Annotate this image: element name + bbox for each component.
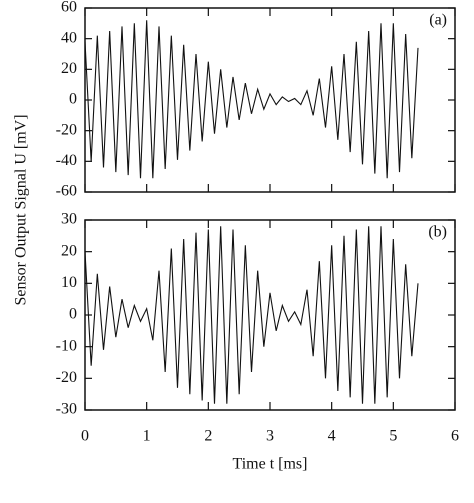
y-tick-label: 60 <box>61 0 77 16</box>
x-tick-label: 6 <box>451 428 459 445</box>
x-axis-label: Time t [ms] <box>233 456 308 473</box>
y-tick-label: 30 <box>61 211 77 228</box>
x-tick-label: 5 <box>389 428 397 445</box>
y-tick-label: -10 <box>56 337 77 354</box>
y-tick-label: -40 <box>56 152 77 169</box>
y-tick-label: -30 <box>56 401 77 418</box>
y-tick-label: 40 <box>61 29 77 46</box>
y-axis-label: Sensor Output Signal U [mV] <box>13 114 30 305</box>
y-tick-label: 10 <box>61 274 77 291</box>
x-tick-label: 2 <box>204 428 212 445</box>
x-tick-label: 0 <box>81 428 89 445</box>
x-tick-label: 1 <box>143 428 151 445</box>
y-tick-label: 20 <box>61 60 77 77</box>
y-tick-label: -20 <box>56 369 77 386</box>
x-tick-label: 4 <box>328 428 336 445</box>
y-tick-label: 0 <box>69 306 77 323</box>
y-tick-label: 0 <box>69 91 77 108</box>
signal-line <box>84 20 419 179</box>
panel-label: (a) <box>429 12 447 29</box>
signal-line <box>84 226 419 404</box>
plot-frame <box>84 219 456 411</box>
y-tick-label: -60 <box>56 183 77 200</box>
y-tick-label: 20 <box>61 242 77 259</box>
x-tick-label: 3 <box>266 428 274 445</box>
y-tick-label: -20 <box>56 121 77 138</box>
panel-label: (b) <box>428 224 447 241</box>
